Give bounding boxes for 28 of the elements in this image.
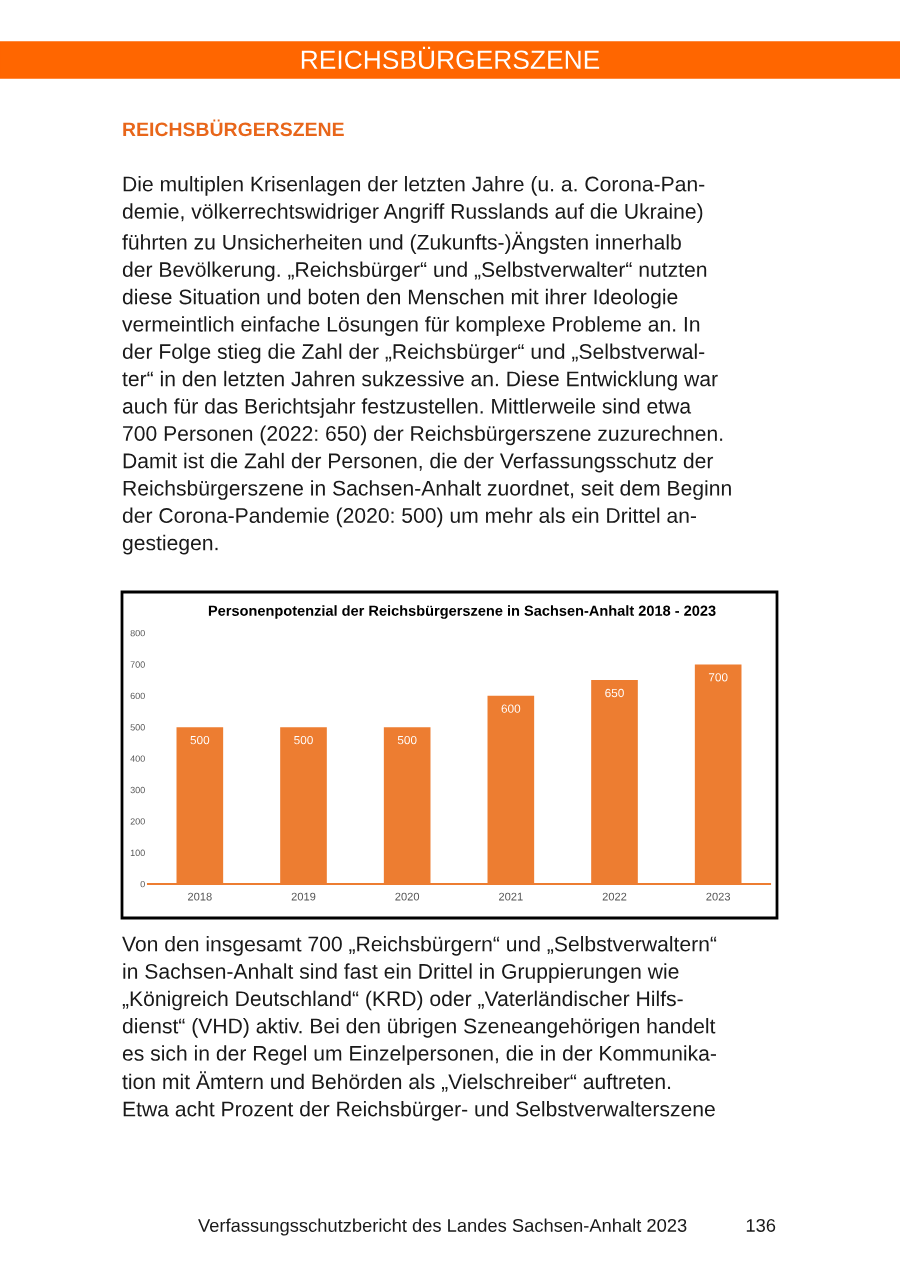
data-label: 650 <box>605 688 624 698</box>
chart-title: Personenpotenzial der Reichsbürgerszene in Sachsen-Anhalt 2018 - 2023 <box>208 605 716 619</box>
x-tick-label: 2018 <box>188 892 212 901</box>
y-tick-label: 500 <box>130 724 145 731</box>
x-tick-label: 2019 <box>291 892 316 901</box>
x-tick-label: 2022 <box>602 892 627 901</box>
data-label: 600 <box>501 704 521 713</box>
data-label: 500 <box>190 735 210 745</box>
y-tick-label: 100 <box>130 849 145 856</box>
text: Verfassungsschutzbericht des Landes Sachsen-Anhalt 2023 <box>198 1218 687 1236</box>
y-tick-label: 800 <box>130 629 145 637</box>
text: Die multiplen Krisenlagen der letzten Jahre (u. a. Corona-Pan- demie, völkerrechtswidriger Angriff Russlands auf die Ukraine) führten zu Unsicherheiten und (Zukunfts-)Ängsten innerhalb der Bevölkerung. „Reichsbürger“ und „Selbstverwalter“ nutzten diese Situation und boten den Menschen mit ihrer Ideologie vermeintlich einfache Lösungen für komplexe Probleme an. In der Folge stieg die Zahl der „Reichsbürger“ und „Selbstverwal- ter“ in den letzten Jahren sukzessive an. Diese Entwicklung war auch für das Berichtsjahr festzustellen. Mittlerweile sind etwa 700 Personen (2022: 650) der Reichsbürgerszene zuzurechnen. Damit ist die Zahl der Personen, die der Verfassungsschutz der Reichsbürgerszene in Sachsen-Anhalt zuordnet, seit dem Beginn der Corona-Pandemie (2020: 500) um mehr als ein Drittel an- gestiegen. <box>122 176 731 555</box>
y-tick-label: 0 <box>140 880 145 888</box>
text: Von den insgesamt 700 „Reichsbürgern“ und „Selbstverwaltern“ in Sachsen-Anhalt sind fast ein Drittel in Gruppierungen wie „Königreich Deutschland“ (KRD) oder „Vaterländischer Hilfs- dienst“ (VHD) aktiv. Bei den übrigen Szeneangehörigen handelt es sich in der Regel um Einzelpersonen, die in der Kommunika- tion mit Ämtern und Behörden als „Vielschreiber“ auftreten. Etwa acht Prozent der Reichsbürger- und Selbstverwalterszene <box>122 936 717 1121</box>
x-tick-label: 2023 <box>706 892 731 901</box>
x-tick-label: 2021 <box>499 892 523 901</box>
y-tick-label: 400 <box>130 755 145 762</box>
data-label: 500 <box>397 735 417 745</box>
y-tick-label: 700 <box>130 661 145 668</box>
y-tick-label: 600 <box>130 692 145 700</box>
text: REICHSBÜRGERSZENE <box>123 119 344 137</box>
y-tick-label: 200 <box>130 818 145 825</box>
x-tick-label: 2020 <box>395 892 420 901</box>
y-tick-label: 300 <box>130 786 145 794</box>
data-label: 700 <box>708 673 728 682</box>
text: 136 <box>746 1218 776 1232</box>
data-label: 500 <box>294 735 313 745</box>
text: REICHSBÜRGERSZENE <box>301 46 600 70</box>
